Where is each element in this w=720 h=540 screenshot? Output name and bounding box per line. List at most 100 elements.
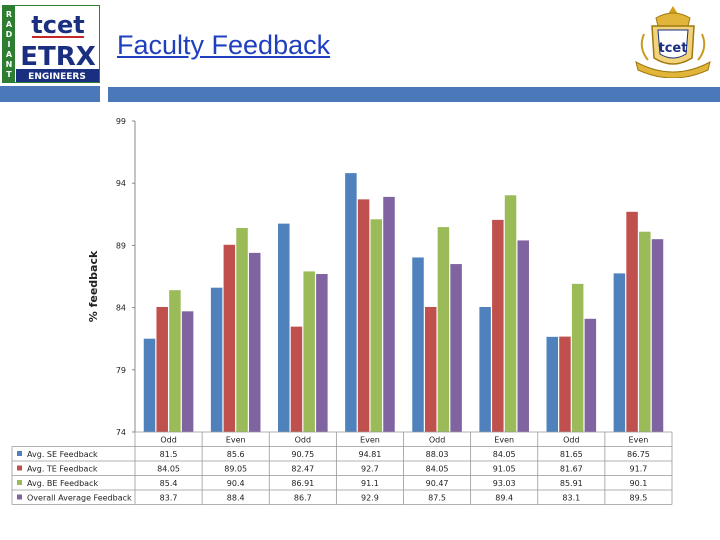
svg-text:A: A (6, 20, 13, 29)
bar-1-1 (143, 338, 156, 432)
data-label-4-3: 86.7 (294, 494, 312, 503)
svg-text:A: A (6, 50, 13, 59)
category-label-1: Odd (160, 436, 176, 445)
header-band-left (0, 86, 100, 102)
bar-4-2 (248, 252, 261, 432)
data-label-3-4: 91.1 (361, 479, 379, 488)
legend-label-3: Avg. BE Feedback (27, 479, 98, 488)
data-label-2-3: 82.47 (291, 465, 314, 474)
bar-1-6 (479, 306, 491, 432)
bar-3-2 (236, 227, 248, 432)
data-label-3-7: 85.91 (560, 479, 583, 488)
y-tick-label: 79 (116, 366, 126, 375)
data-label-3-8: 90.1 (630, 479, 648, 488)
tcet-crest-logo: tcet (628, 4, 718, 79)
data-label-1-8: 86.75 (627, 450, 650, 459)
bar-3-6 (504, 195, 517, 432)
bar-1-4 (345, 173, 357, 432)
svg-text:ETRX: ETRX (20, 42, 96, 72)
data-label-4-8: 89.5 (630, 494, 648, 503)
bar-4-3 (316, 274, 328, 432)
bar-4-8 (651, 239, 664, 432)
bar-1-2 (210, 287, 223, 432)
bar-1-7 (546, 336, 559, 432)
legend-swatch-4 (17, 494, 22, 500)
category-label-4: Even (360, 436, 380, 445)
bar-4-4 (383, 196, 395, 432)
bar-4-7 (584, 318, 597, 432)
legend-swatch-2 (17, 465, 22, 471)
legend-label-2: Avg. TE Feedback (27, 465, 98, 474)
y-axis-label: % feedback (87, 250, 100, 322)
data-label-2-6: 91.05 (493, 465, 516, 474)
svg-text:T: T (6, 70, 12, 79)
bar-3-7 (571, 283, 584, 432)
data-label-1-5: 88.03 (426, 450, 449, 459)
data-label-2-4: 92.7 (361, 465, 379, 474)
page-title: Faculty Feedback (117, 30, 331, 60)
category-label-2: Even (226, 436, 246, 445)
data-label-4-4: 92.9 (361, 494, 379, 503)
data-label-3-1: 85.4 (160, 479, 178, 488)
svg-text:N: N (6, 60, 13, 69)
data-label-4-2: 88.4 (227, 494, 245, 503)
bar-2-7 (559, 336, 571, 432)
data-label-2-2: 89.05 (224, 465, 247, 474)
data-label-3-6: 93.03 (493, 479, 516, 488)
y-tick-label: 84 (116, 304, 126, 313)
data-label-3-5: 90.47 (426, 479, 449, 488)
svg-text:tcet: tcet (31, 11, 84, 39)
data-label-2-5: 84.05 (426, 465, 449, 474)
svg-text:D: D (6, 30, 13, 39)
svg-text:R: R (6, 10, 12, 19)
category-label-8: Even (629, 436, 649, 445)
header-band-right (108, 87, 720, 102)
data-label-2-8: 91.7 (630, 465, 648, 474)
legend-label-1: Avg. SE Feedback (27, 450, 98, 459)
y-tick-label: 74 (116, 428, 126, 437)
data-label-4-1: 83.7 (160, 494, 178, 503)
y-tick-label: 99 (116, 117, 126, 126)
category-label-6: Even (494, 436, 514, 445)
bar-2-8 (626, 211, 638, 432)
bar-4-5 (450, 264, 462, 432)
bar-3-5 (437, 227, 450, 432)
data-label-1-4: 94.81 (358, 450, 381, 459)
svg-text:tcet: tcet (659, 41, 688, 56)
bar-1-8 (613, 273, 626, 432)
data-label-2-7: 81.67 (560, 465, 583, 474)
bar-3-8 (639, 231, 651, 432)
bar-2-5 (424, 306, 437, 432)
bar-3-4 (370, 219, 383, 432)
y-tick-label: 94 (116, 179, 126, 188)
data-label-1-6: 84.05 (493, 450, 516, 459)
bar-2-6 (492, 219, 504, 432)
svg-text:I: I (8, 40, 11, 49)
bar-1-3 (278, 223, 290, 432)
legend-swatch-3 (17, 480, 22, 485)
category-label-5: Odd (429, 436, 445, 445)
feedback-bar-chart: % feedback 74 79 84 89 94 99 Odd Even Odd Even Od… (11, 117, 673, 505)
tcet-etrx-logo: R A D I A N T tcet ETRX ENGINEERS (1, 4, 101, 84)
legend-label-4: Overall Average Feedback (27, 494, 132, 503)
data-label-1-1: 81.5 (160, 450, 178, 459)
svg-text:ENGINEERS: ENGINEERS (28, 72, 86, 82)
category-label-7: Odd (563, 436, 579, 445)
bar-4-6 (517, 240, 529, 432)
bar-3-1 (169, 290, 181, 432)
data-label-1-3: 90.75 (291, 450, 314, 459)
legend-swatch-1 (17, 451, 22, 456)
bar-2-4 (357, 199, 370, 432)
category-label-3: Odd (295, 436, 311, 445)
y-tick-label: 89 (116, 241, 126, 250)
bar-1-5 (412, 257, 424, 432)
data-label-1-2: 85.6 (227, 450, 245, 459)
bar-4-1 (181, 311, 194, 432)
data-label-4-6: 89.4 (495, 494, 513, 503)
data-label-1-7: 81.65 (560, 450, 583, 459)
data-label-3-3: 86.91 (291, 479, 314, 488)
data-label-4-5: 87.5 (428, 494, 446, 503)
data-label-2-1: 84.05 (157, 465, 180, 474)
bar-2-3 (290, 326, 303, 432)
bar-2-2 (223, 244, 236, 432)
